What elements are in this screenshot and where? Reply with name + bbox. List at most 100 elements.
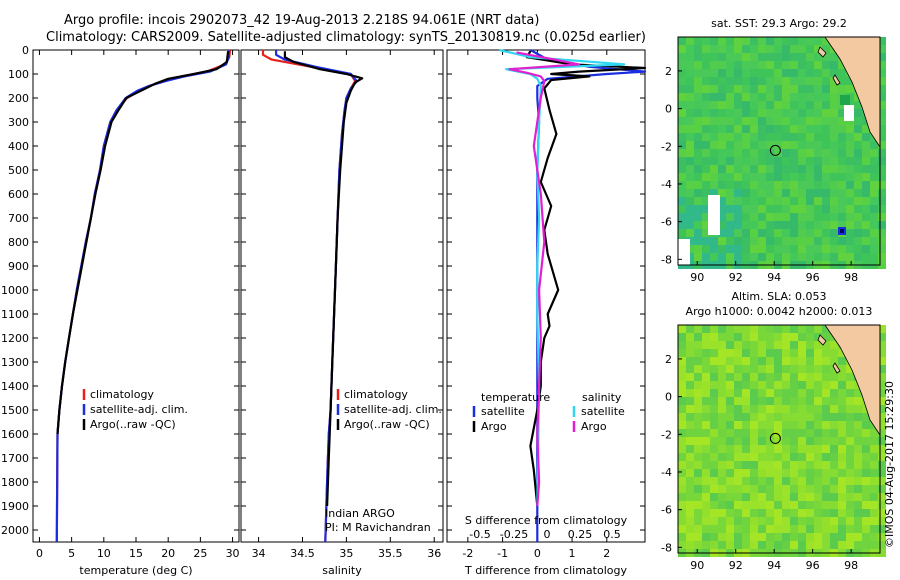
map-cell	[686, 221, 694, 229]
map-cell	[830, 349, 838, 357]
map-cell	[830, 213, 838, 221]
map-cell	[878, 469, 886, 477]
map-cell	[782, 117, 790, 125]
map-cell	[822, 93, 830, 101]
map-cell	[798, 213, 806, 221]
map-cell	[694, 509, 702, 517]
map-cell	[814, 181, 822, 189]
map-cell	[782, 157, 790, 165]
map-cell	[854, 149, 862, 157]
map-cell	[782, 53, 790, 61]
map-cell	[702, 37, 710, 45]
map-cell	[838, 157, 846, 165]
map-cell	[726, 397, 734, 405]
map-cell	[678, 189, 686, 197]
map-cell	[766, 213, 774, 221]
map-cell	[734, 373, 742, 381]
map-cell	[678, 213, 686, 221]
map-cell	[798, 493, 806, 501]
map-cell	[870, 477, 878, 485]
map-cell	[790, 365, 798, 373]
map-cell	[694, 45, 702, 53]
map-cell	[710, 325, 718, 333]
map-cell	[798, 421, 806, 429]
map-cell	[822, 205, 830, 213]
map-cell	[782, 421, 790, 429]
map-cell	[702, 421, 710, 429]
map-cell	[806, 389, 814, 397]
map-cell	[854, 461, 862, 469]
map-cell	[806, 53, 814, 61]
sla-map-panel: Altim. SLA: 0.053 Argo h1000: 0.0042 h200…	[661, 290, 886, 572]
map-cell	[694, 333, 702, 341]
map-cell	[758, 93, 766, 101]
map-cell	[686, 357, 694, 365]
map-cell	[686, 181, 694, 189]
legend-label: climatology	[344, 388, 408, 401]
x-axis-label: salinity	[322, 564, 362, 577]
map-cell	[814, 477, 822, 485]
map-cell	[806, 133, 814, 141]
map-cell	[750, 205, 758, 213]
y-tick-label: 0	[665, 103, 672, 116]
map-cell	[766, 341, 774, 349]
map-cell	[878, 157, 886, 165]
map-cell	[726, 85, 734, 93]
map-cell	[678, 421, 686, 429]
map-cell	[774, 397, 782, 405]
map-cell	[814, 397, 822, 405]
map-cell	[806, 205, 814, 213]
map-cell	[774, 325, 782, 333]
argo-float-marker	[769, 144, 781, 156]
map-cell	[798, 517, 806, 525]
map-cell	[686, 45, 694, 53]
x-tick-label: 96	[806, 271, 820, 284]
map-cell	[782, 213, 790, 221]
map-cell	[878, 109, 886, 117]
map-cell	[830, 493, 838, 501]
map-cell	[734, 141, 742, 149]
map-cell	[766, 389, 774, 397]
map-cell	[710, 165, 718, 173]
map-cell	[838, 61, 846, 69]
map-cell	[774, 413, 782, 421]
map-cell	[806, 181, 814, 189]
map-cell	[774, 533, 782, 541]
map-cell	[766, 53, 774, 61]
map-cell	[718, 181, 726, 189]
map-cell	[798, 333, 806, 341]
map-cell	[726, 341, 734, 349]
map-cell	[814, 525, 822, 533]
map-cell	[862, 189, 870, 197]
map-cell	[750, 509, 758, 517]
map-cell	[678, 341, 686, 349]
map-cell	[782, 77, 790, 85]
map-cell	[758, 517, 766, 525]
map-cell	[742, 157, 750, 165]
map-cell	[774, 149, 782, 157]
map-cell	[710, 517, 718, 525]
map-cell	[702, 141, 710, 149]
map-cell	[814, 517, 822, 525]
map-cell	[878, 45, 886, 53]
map-cell	[806, 325, 814, 333]
map-cell	[798, 229, 806, 237]
map-cell	[742, 421, 750, 429]
map-cell	[702, 477, 710, 485]
map-cell	[766, 221, 774, 229]
map-cell	[846, 149, 854, 157]
map-cell	[846, 389, 854, 397]
map-cell	[782, 45, 790, 53]
map-cell	[878, 525, 886, 533]
island	[832, 362, 841, 374]
map-cell	[790, 101, 798, 109]
map-cell	[694, 469, 702, 477]
map-cell	[782, 501, 790, 509]
map-cell	[686, 133, 694, 141]
map-cell	[814, 333, 822, 341]
map-cell	[790, 133, 798, 141]
map-cell	[686, 69, 694, 77]
map-cell	[830, 341, 838, 349]
map-cell	[862, 117, 870, 125]
x-tick-label: 34	[252, 547, 266, 560]
